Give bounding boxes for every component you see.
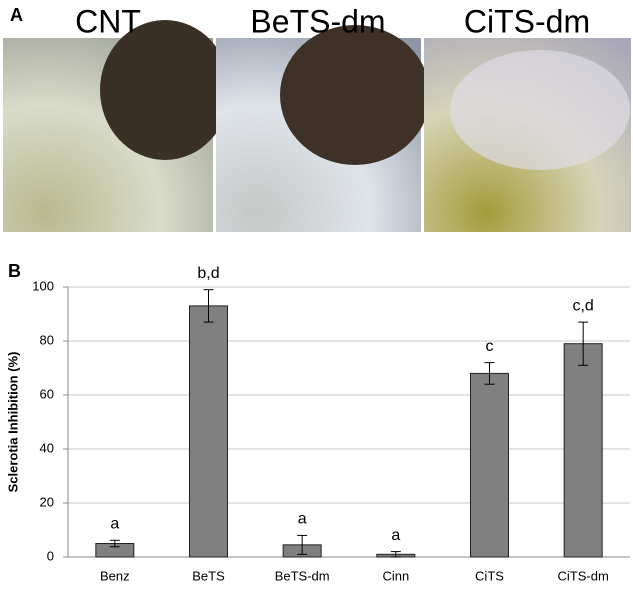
significance-label: a xyxy=(391,527,400,544)
bar xyxy=(189,305,228,558)
photo-label: BeTS-dm xyxy=(250,3,385,39)
significance-label: b,d xyxy=(197,265,219,282)
y-axis-label: Sclerotia Inhibition (%) xyxy=(5,352,20,493)
error-bar xyxy=(390,551,401,558)
significance-label: a xyxy=(110,515,119,532)
error-bar xyxy=(484,362,495,385)
y-tick-label: 40 xyxy=(40,440,54,455)
significance-label: c,d xyxy=(572,297,593,314)
y-tick-label: 80 xyxy=(40,332,54,347)
panel-label: B xyxy=(8,261,21,281)
y-tick-label: 100 xyxy=(32,278,54,293)
photo-detail xyxy=(280,25,430,165)
photo-detail xyxy=(100,20,230,160)
significance-label: c xyxy=(486,338,494,355)
y-tick-label: 60 xyxy=(40,386,54,401)
x-tick-label: BeTS xyxy=(192,568,225,583)
x-tick-label: Benz xyxy=(100,568,130,583)
y-tick-label: 0 xyxy=(47,548,54,563)
x-tick-label: BeTS-dm xyxy=(275,568,330,583)
bar xyxy=(470,372,509,558)
photo-label: CiTS-dm xyxy=(464,3,590,39)
significance-label: a xyxy=(298,511,307,528)
y-tick-label: 20 xyxy=(40,494,54,509)
photo-label: CNT xyxy=(75,3,141,39)
x-tick-label: Cinn xyxy=(382,568,409,583)
x-tick-label: CiTS xyxy=(475,568,504,583)
error-bar xyxy=(109,539,120,548)
photo-detail xyxy=(450,50,630,170)
error-bar xyxy=(297,534,308,555)
bar xyxy=(563,343,603,558)
panel-label: A xyxy=(10,5,23,25)
error-bar xyxy=(578,321,589,366)
photos xyxy=(3,20,631,232)
x-tick-label: CiTS-dm xyxy=(558,568,609,583)
error-bar xyxy=(203,289,214,323)
